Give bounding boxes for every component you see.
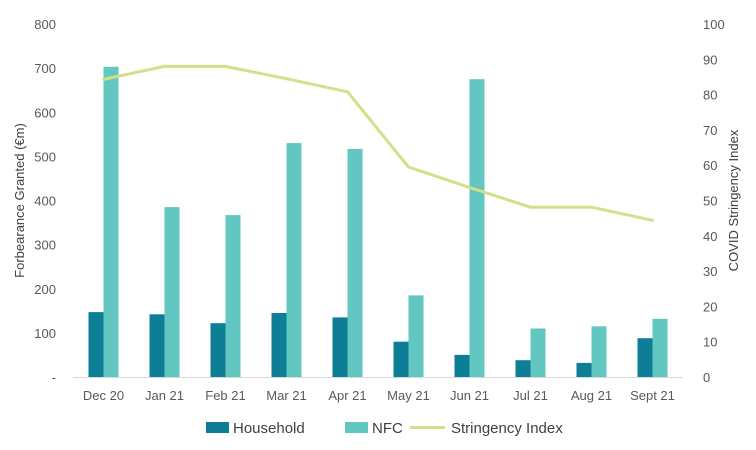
bar-nfc-mar-21	[286, 143, 302, 377]
bar-nfc-jul-21	[530, 328, 546, 377]
y-tick-label: 100	[34, 326, 56, 341]
legend-swatch-nfc	[345, 422, 368, 433]
point-stringency-index-jun-21	[468, 185, 471, 189]
x-tick-label: Dec 20	[83, 388, 124, 403]
bar-household-mar-21	[271, 313, 287, 377]
x-tick-label: Sept 21	[630, 388, 675, 403]
bar-household-jan-21	[149, 314, 165, 377]
bar-household-sept-21	[637, 338, 653, 377]
point-stringency-index-aug-21	[590, 205, 593, 209]
y2-tick-label: 20	[703, 299, 717, 314]
point-stringency-index-jan-21	[163, 64, 166, 68]
bar-household-apr-21	[332, 317, 348, 377]
y2-tick-label: 10	[703, 335, 717, 350]
point-stringency-index-jul-21	[529, 205, 532, 209]
y-tick-label: 400	[34, 194, 56, 209]
bar-nfc-jan-21	[164, 207, 180, 377]
y2-tick-label: 50	[703, 194, 717, 209]
y-right-ticks: 0 10 20 30 40 50 60 70 80 90 100	[703, 17, 725, 385]
bar-nfc-aug-21	[591, 326, 607, 377]
y2-tick-label: 0	[703, 370, 710, 385]
y2-tick-label: 70	[703, 123, 717, 138]
legend-label-household: Household	[233, 420, 305, 437]
x-tick-label: Jan 21	[145, 388, 184, 403]
bar-household-dec-20	[88, 312, 104, 377]
x-tick-label: Feb 21	[205, 388, 245, 403]
y-tick-label: 500	[34, 149, 56, 164]
y2-tick-label: 30	[703, 264, 717, 279]
point-stringency-index-sept-21	[651, 218, 654, 222]
x-tick-label: Jun 21	[450, 388, 489, 403]
point-stringency-index-feb-21	[224, 64, 227, 68]
y-tick-label: 800	[34, 17, 56, 32]
bar-household-may-21	[393, 341, 409, 377]
legend-swatch-household	[206, 422, 229, 433]
y-tick-label: 300	[34, 238, 56, 253]
legend-label-nfc: NFC	[372, 420, 403, 437]
point-stringency-index-mar-21	[285, 77, 288, 81]
x-tick-label: Apr 21	[328, 388, 366, 403]
x-tick-label: Jul 21	[513, 388, 548, 403]
y-axis-title-right: COVID Stringency Index	[726, 129, 741, 271]
point-stringency-index-dec-20	[102, 77, 105, 81]
y-tick-label: -	[52, 370, 56, 385]
x-tick-label: May 21	[387, 388, 430, 403]
line-layer	[102, 64, 654, 222]
bar-nfc-jun-21	[469, 79, 485, 377]
y-tick-label: 700	[34, 61, 56, 76]
y2-tick-label: 60	[703, 158, 717, 173]
y-tick-label: 600	[34, 105, 56, 120]
x-ticks: Dec 20 Jan 21 Feb 21 Mar 21 Apr 21 May 21 Jun …	[83, 388, 675, 403]
y2-tick-label: 80	[703, 88, 717, 103]
bar-nfc-apr-21	[347, 148, 363, 377]
y-tick-label: 200	[34, 282, 56, 297]
bar-nfc-feb-21	[225, 215, 241, 377]
bar-household-jul-21	[515, 360, 531, 377]
y2-tick-label: 100	[703, 17, 725, 32]
bar-household-feb-21	[210, 323, 226, 377]
bar-household-jun-21	[454, 354, 470, 377]
bars-layer	[88, 66, 668, 378]
y2-tick-label: 40	[703, 229, 717, 244]
bar-nfc-sept-21	[652, 318, 668, 377]
line-stringency-index	[103, 64, 653, 222]
y-axis-title-left: Forbearance Granted (€m)	[12, 123, 27, 278]
legend-label-stringency-index: Stringency Index	[451, 420, 563, 437]
point-stringency-index-apr-21	[346, 90, 349, 94]
bar-nfc-may-21	[408, 295, 424, 377]
bar-nfc-dec-20	[103, 66, 119, 378]
y-left-ticks: - 100 200 300 400 500 600 700 800	[34, 17, 56, 385]
bar-household-aug-21	[576, 362, 592, 377]
legend: Household NFC Stringency Index	[206, 420, 563, 437]
point-stringency-index-may-21	[407, 165, 410, 169]
y2-tick-label: 90	[703, 52, 717, 67]
x-tick-label: Mar 21	[266, 388, 306, 403]
x-tick-label: Aug 21	[571, 388, 612, 403]
